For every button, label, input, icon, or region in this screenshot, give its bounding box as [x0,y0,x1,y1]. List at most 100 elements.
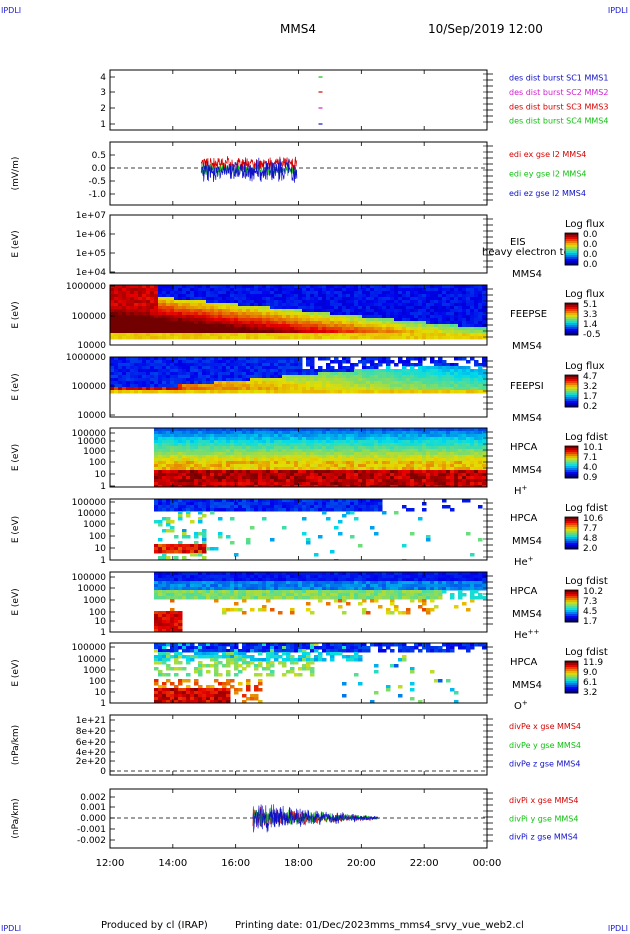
colorbar-hpca_h [564,445,579,479]
ytick-label: 6e+20 [76,738,107,748]
ytick-label: 10000 [77,411,106,421]
ytick-label: 10000 [77,584,106,594]
colorbar-label-hpca_o: 3.2 [583,688,597,698]
ylabel-hpca_h: E (eV) [11,444,21,471]
ytick-label: -0.002 [77,836,106,846]
colorbar-label-eis: 0.0 [583,250,598,260]
corner-label-bottom-left: IPDLI [1,924,22,933]
ytick-label: 1000000 [66,353,106,363]
ylabel-hpca_he: E (eV) [11,516,21,543]
ytick-label: 1 [100,482,106,492]
legend-burst-0: des dist burst SC1 MMS1 [509,74,608,83]
colorbar-label-hpca_h: 4.0 [583,463,598,473]
ytick-label: 1e+21 [76,716,106,726]
colorbar-label-feepse: 1.4 [583,320,598,330]
colorbar-label-hpca_o: 9.0 [583,668,598,678]
sc-label-hpca_he: MMS4 [512,536,542,547]
ylabel-hpca_hepp: E (eV) [11,588,21,615]
edi-series-2 [200,157,298,183]
instrument-label-hpca_h: HPCA [510,442,538,453]
colorbar-hpca_o [564,660,579,694]
instrument-label-feepsi: FEEPSI [510,381,544,392]
time-tick-label: 18:00 [284,858,313,869]
ytick-label: 10000 [77,509,106,519]
colorbar-label-feepsi: 0.2 [583,402,597,412]
time-tick-label: 22:00 [410,858,439,869]
time-tick-label: 00:00 [473,858,502,869]
ytick-label: 10 [95,470,107,480]
ytick-label: 1000 [83,447,106,457]
sc-label-hpca_h: MMS4 [512,465,542,476]
legend-divpe-0: divPe x gse MMS4 [509,722,581,731]
ytick-label: 100000 [72,498,107,508]
colorbar-hpca_hepp [564,589,579,623]
heatmap-feepse [110,285,487,340]
ytick-label: 1000 [83,520,106,530]
ylabel-divpe: (nPa/km) [11,725,21,765]
species-label-hpca_hepp: He++ [514,628,540,641]
colorbar-label-hpca_hepp: 10.2 [583,587,603,597]
ytick-label: 100000 [72,573,107,583]
sc-label-eis: MMS4 [512,269,542,280]
footer-printing-date: Printing date: 01/Dec/2023 [235,920,371,931]
colorbar-feepsi [564,374,579,408]
ytick-label: 100000 [72,643,107,653]
ytick-label: 10000 [77,655,106,665]
ytick-label: 100000 [72,382,107,392]
ytick-label: 1e+04 [76,268,107,278]
legend-burst-2: des dist burst SC3 MMS3 [509,102,608,111]
species-label-hpca_h: H+ [514,484,528,497]
ylabel-edi: (mV/m) [11,157,21,191]
colorbar-label-hpca_he: 4.8 [583,534,598,544]
ytick-label: 100 [89,532,106,542]
ytick-label: 0.001 [80,803,106,813]
colorbar-label-feepsi: 1.7 [583,392,597,402]
legend-divpe-1: divPe y gse MMS4 [509,741,581,750]
ytick-label: 1000 [83,666,106,676]
legend-edi-1: edi ey gse l2 MMS4 [509,169,587,178]
ytick-label: 1000 [83,596,106,606]
ytick-label: 2 [100,104,106,114]
panel-frame-edi [109,141,488,206]
colorbar-label-feepse: -0.5 [583,330,601,340]
ytick-label: 0.0 [92,164,107,174]
ytick-label: 0.5 [92,151,106,161]
ytick-label: 2e+20 [76,757,107,767]
colorbar-label-eis: 0.0 [583,240,598,250]
colorbar-label-hpca_he: 7.7 [583,524,597,534]
instrument-label-hpca_hepp: HPCA [510,586,538,597]
heatmap-hpca_hepp [154,572,487,632]
ytick-label: 100 [89,677,106,687]
ylabel-feepsi: E (eV) [11,373,21,400]
ytick-label: 100000 [72,429,107,439]
ytick-label: 100000 [72,312,107,322]
ytick-label: 1 [100,120,106,130]
legend-divpe-2: divPe z gse MMS4 [509,760,580,769]
datetime-title: 10/Sep/2019 12:00 [428,22,543,36]
panel-frame-divpe [109,714,488,776]
colorbar-label-hpca_h: 7.1 [583,453,597,463]
instrument-label-hpca_o: HPCA [510,657,538,668]
colorbar-eis [564,232,579,266]
footer-script-name: mms_mms4_srvy_vue_web2.cl [370,920,524,931]
legend-divpi-2: divPi z gse MMS4 [509,833,578,842]
heatmap-hpca_o [154,643,487,703]
legend-divpi-0: divPi x gse MMS4 [509,796,578,805]
footer-produced-by: Produced by cl (IRAP) [101,920,208,931]
heatmap-hpca_h [154,428,487,487]
time-tick-label: 12:00 [96,858,125,869]
colorbar-label-hpca_hepp: 4.5 [583,607,597,617]
spacecraft-title: MMS4 [280,22,316,36]
colorbar-label-feepsi: 3.2 [583,382,597,392]
ytick-label: 10000 [77,341,106,351]
colorbar-feepse [564,302,579,336]
colorbar-label-hpca_he: 2.0 [583,544,598,554]
ytick-label: 0.000 [80,814,106,824]
legend-burst-1: des dist burst SC2 MMS2 [509,88,608,97]
sc-label-feepse: MMS4 [512,341,542,352]
divpi-traces [252,804,379,833]
ytick-label: -1.0 [88,190,106,200]
ytick-label: 4 [100,73,106,83]
legend-divpi-1: divPi y gse MMS4 [509,814,578,823]
species-label-hpca_he: He+ [514,555,534,568]
